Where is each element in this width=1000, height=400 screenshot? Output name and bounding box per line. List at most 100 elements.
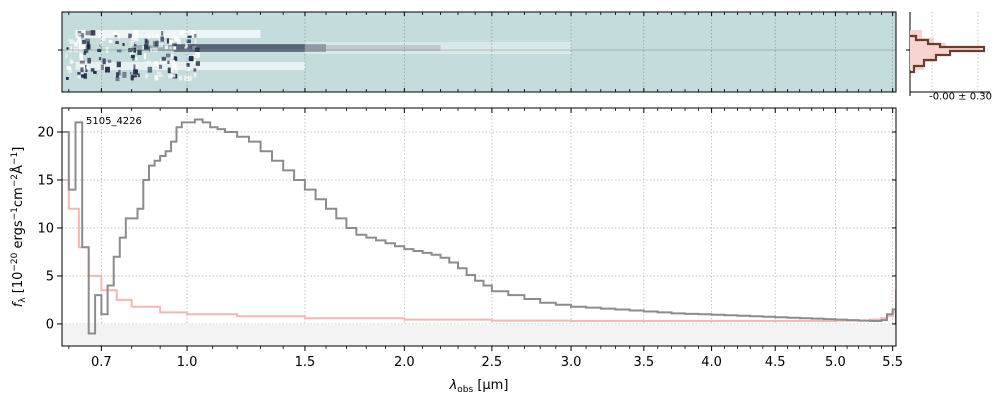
image-speckle [194,38,197,44]
image-speckle [132,75,137,78]
image-speckle [186,55,191,58]
image-speckle [187,35,192,38]
image-speckle [159,64,163,69]
image-speckle [80,67,84,73]
image-speckle [130,41,134,47]
image-speckle [133,69,138,75]
image-speckle [164,45,169,50]
y-label-sup1: −20 [10,252,20,271]
y-tick-label: 10 [37,221,54,236]
image-speckle [170,60,176,64]
spectrum-2d-ticks [58,12,894,92]
x-tick-label: 5.5 [882,355,903,370]
image-speckle [117,34,121,39]
image-speckle [134,34,139,41]
y-label-prefix: f [11,300,26,307]
image-speckle [171,63,176,66]
image-speckle [130,74,133,77]
image-speckle [115,76,120,82]
y-label-sup3: −2 [10,174,20,187]
image-speckle [163,60,167,63]
image-speckle [186,39,191,44]
x-tick-label: 4.0 [701,355,722,370]
x-axis-ticks: 0.7 1.0 1.5 2.0 2.5 3.0 3.5 4.0 4.5 5.0 5.5 [68,108,903,370]
image-speckle [81,39,86,44]
image-speckle [68,38,74,41]
image-speckle [132,55,135,61]
image-speckle [144,44,149,50]
x-label-main: λ [449,378,458,393]
y-label-b3: cm [11,187,26,207]
image-speckle [186,63,190,67]
uncertainty-series [62,179,896,322]
image-speckle [118,69,121,76]
main-plot-frame [61,107,897,347]
y-tick-label: 20 [37,125,54,140]
image-speckle [83,51,87,55]
image-speckle [174,66,179,73]
image-speckle [167,60,170,65]
spectrum-2d-trace [65,30,572,82]
x-tick-label: 3.0 [561,355,582,370]
image-speckle [130,71,135,76]
image-speckle [159,58,165,65]
image-speckle [143,53,147,60]
image-speckle [81,33,85,39]
image-speckle [116,72,119,78]
spectrum-2d-panel [58,11,897,93]
image-speckle [90,68,95,72]
spectrum-2d-grid [101,12,893,92]
y-label-b1: [10 [11,272,26,298]
trace-white-top [75,30,261,38]
image-speckle [166,53,171,58]
image-speckle [169,46,172,50]
image-speckle [195,52,200,58]
image-speckle [194,33,197,38]
image-speckle [132,44,137,47]
x-tick-label: 4.5 [765,355,786,370]
image-speckle [133,30,139,35]
image-speckle [188,75,193,81]
image-speckle [85,30,91,36]
image-speckle [179,31,185,35]
zero-band [62,323,896,346]
image-speckle [116,61,121,68]
x-tick-label: 0.7 [91,355,112,370]
image-speckle [86,41,90,48]
image-speckle [102,58,106,65]
image-speckle [81,37,85,41]
image-speckle [145,73,149,79]
image-speckle [87,57,92,64]
image-speckle [195,61,201,66]
image-speckle [79,60,85,64]
image-speckle [122,71,127,78]
image-speckle [146,46,151,50]
image-speckle [193,68,197,72]
y-label-sup4: −1 [10,152,20,165]
image-speckle [192,59,196,64]
trace-core [173,44,327,52]
image-speckle [108,39,113,43]
image-speckle [191,30,195,36]
x-tick-label: 3.5 [633,355,654,370]
x-axis-label: λobs [μm] [449,378,509,395]
image-speckle [85,69,88,73]
image-speckle [161,56,166,61]
image-speckle [154,75,159,81]
image-speckle [144,38,148,44]
image-speckle [79,53,84,59]
image-speckle [80,71,84,75]
image-speckle [137,49,142,56]
image-speckle [158,38,163,42]
image-speckle [178,75,183,81]
x-tick-label: 1.0 [177,355,198,370]
trace-halo [131,45,441,51]
image-speckle [69,40,75,44]
image-speckle [147,33,151,39]
image-speckle [65,53,68,58]
image-speckle [97,48,102,52]
image-speckle [100,64,104,71]
y-label-b4: Å [10,165,26,174]
y-label-b2: ergs [11,220,26,252]
image-speckle [168,74,173,79]
